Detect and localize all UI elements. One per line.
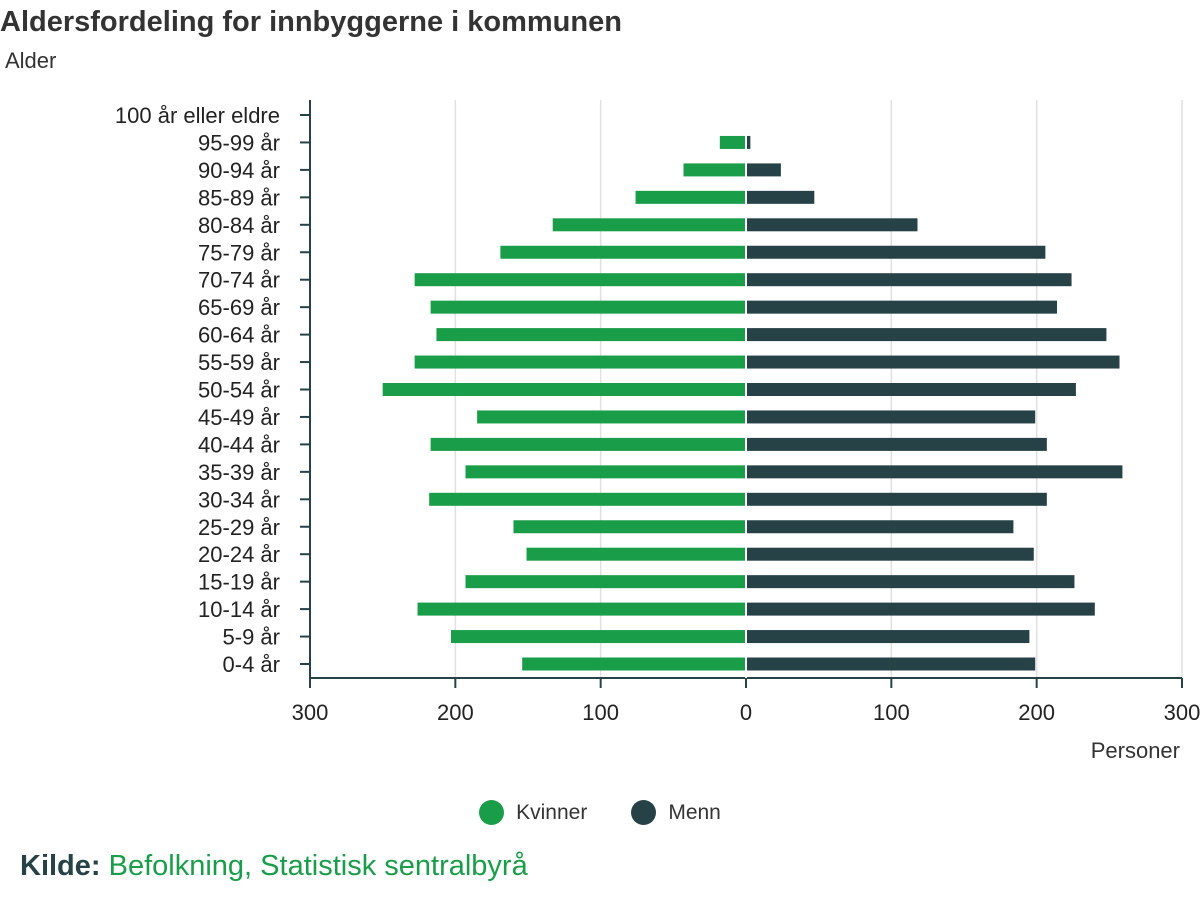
y-tick-label: 55-59 år: [198, 350, 280, 375]
bar-kvinner[interactable]: [522, 657, 746, 671]
bar-kvinner[interactable]: [382, 383, 746, 396]
y-tick-label: 60-64 år: [198, 323, 280, 348]
y-tick-label: 35-39 år: [198, 460, 280, 485]
bar-menn[interactable]: [746, 190, 815, 204]
bar-kvinner[interactable]: [500, 245, 746, 259]
bar-menn[interactable]: [746, 437, 1047, 451]
bar-menn[interactable]: [746, 273, 1072, 287]
y-tick-label: 85-89 år: [198, 185, 280, 210]
source-line: Kilde: Befolkning, Statistisk sentralbyr…: [20, 850, 528, 883]
x-tick-label: 100: [873, 700, 910, 725]
bar-kvinner[interactable]: [417, 602, 746, 616]
bar-menn[interactable]: [746, 410, 1036, 424]
x-tick-labels: 300 200 100 0 100 200 300: [292, 700, 1200, 725]
y-tick-label: 25-29 år: [198, 515, 280, 540]
bar-menn[interactable]: [746, 328, 1107, 342]
legend-label-menn: Menn: [668, 800, 721, 824]
bar-kvinner[interactable]: [477, 410, 746, 424]
bar-menn[interactable]: [746, 547, 1034, 561]
legend-item-kvinner[interactable]: Kvinner: [479, 800, 587, 825]
bar-menn[interactable]: [746, 492, 1047, 506]
bar-kvinner[interactable]: [465, 465, 746, 479]
x-tick-label: 100: [582, 700, 619, 725]
bar-kvinner[interactable]: [719, 135, 746, 149]
y-tick-label: 30-34 år: [198, 487, 280, 512]
bar-kvinner[interactable]: [414, 273, 746, 287]
y-tick-label: 40-44 år: [198, 432, 280, 457]
bar-kvinner[interactable]: [683, 163, 746, 177]
bar-menn[interactable]: [746, 218, 918, 232]
y-tick-label: 70-74 år: [198, 268, 280, 293]
y-tick-label: 5-9 år: [223, 625, 280, 650]
legend-label-kvinner: Kvinner: [516, 800, 588, 824]
y-tick-label: 80-84 år: [198, 213, 280, 238]
source-label: Kilde:: [20, 850, 101, 882]
legend: Kvinner Menn: [0, 800, 1200, 825]
bar-kvinner[interactable]: [635, 190, 746, 204]
y-tick-label: 90-94 år: [198, 158, 280, 183]
bar-kvinner[interactable]: [513, 520, 746, 534]
bar-menn[interactable]: [746, 630, 1030, 644]
bar-menn[interactable]: [746, 465, 1123, 479]
x-tick-label: 200: [437, 700, 474, 725]
y-tick-label: 100 år eller eldre: [115, 103, 280, 128]
bar-kvinner[interactable]: [552, 218, 746, 232]
x-tick-label: 200: [1018, 700, 1055, 725]
y-tick-label: 15-19 år: [198, 570, 280, 595]
bar-kvinner[interactable]: [414, 355, 746, 369]
bar-menn[interactable]: [746, 383, 1076, 396]
bar-menn[interactable]: [746, 135, 751, 149]
bar-menn[interactable]: [746, 245, 1046, 259]
bar-kvinner[interactable]: [450, 630, 746, 644]
bar-kvinner[interactable]: [465, 575, 746, 589]
y-tick-label: 75-79 år: [198, 240, 280, 265]
bar-menn[interactable]: [746, 520, 1014, 534]
bar-menn[interactable]: [746, 163, 781, 177]
y-tick-label: 45-49 år: [198, 405, 280, 430]
legend-item-menn[interactable]: Menn: [631, 800, 721, 825]
y-tick-label: 65-69 år: [198, 295, 280, 320]
legend-swatch-menn: [631, 800, 657, 825]
bar-kvinner[interactable]: [429, 492, 746, 506]
x-tick-label: 300: [292, 700, 329, 725]
y-tick-label: 50-54 år: [198, 378, 280, 403]
bar-menn[interactable]: [746, 300, 1058, 314]
y-axis-title: Alder: [5, 48, 57, 73]
bar-menn[interactable]: [746, 602, 1095, 616]
x-axis-title: Personer: [1091, 738, 1180, 763]
y-tick-label: 0-4 år: [223, 652, 280, 677]
y-tick-label: 20-24 år: [198, 542, 280, 567]
legend-swatch-kvinner: [479, 800, 505, 825]
y-tick-label: 95-99 år: [198, 130, 280, 155]
bar-menn[interactable]: [746, 575, 1075, 589]
x-tick-label: 0: [740, 700, 752, 725]
bar-menn[interactable]: [746, 657, 1036, 671]
bar-kvinner[interactable]: [430, 437, 746, 451]
bars: [382, 135, 1123, 671]
chart-title: Aldersfordeling for innbyggerne i kommun…: [0, 6, 622, 38]
bar-menn[interactable]: [746, 355, 1120, 369]
source-link[interactable]: Befolkning, Statistisk sentralbyrå: [108, 850, 528, 882]
bar-kvinner[interactable]: [430, 300, 746, 314]
bar-kvinner[interactable]: [526, 547, 746, 561]
y-tick-label: 10-14 år: [198, 597, 280, 622]
bar-kvinner[interactable]: [436, 328, 746, 342]
x-tick-label: 300: [1164, 700, 1200, 725]
axes: [300, 100, 1183, 688]
